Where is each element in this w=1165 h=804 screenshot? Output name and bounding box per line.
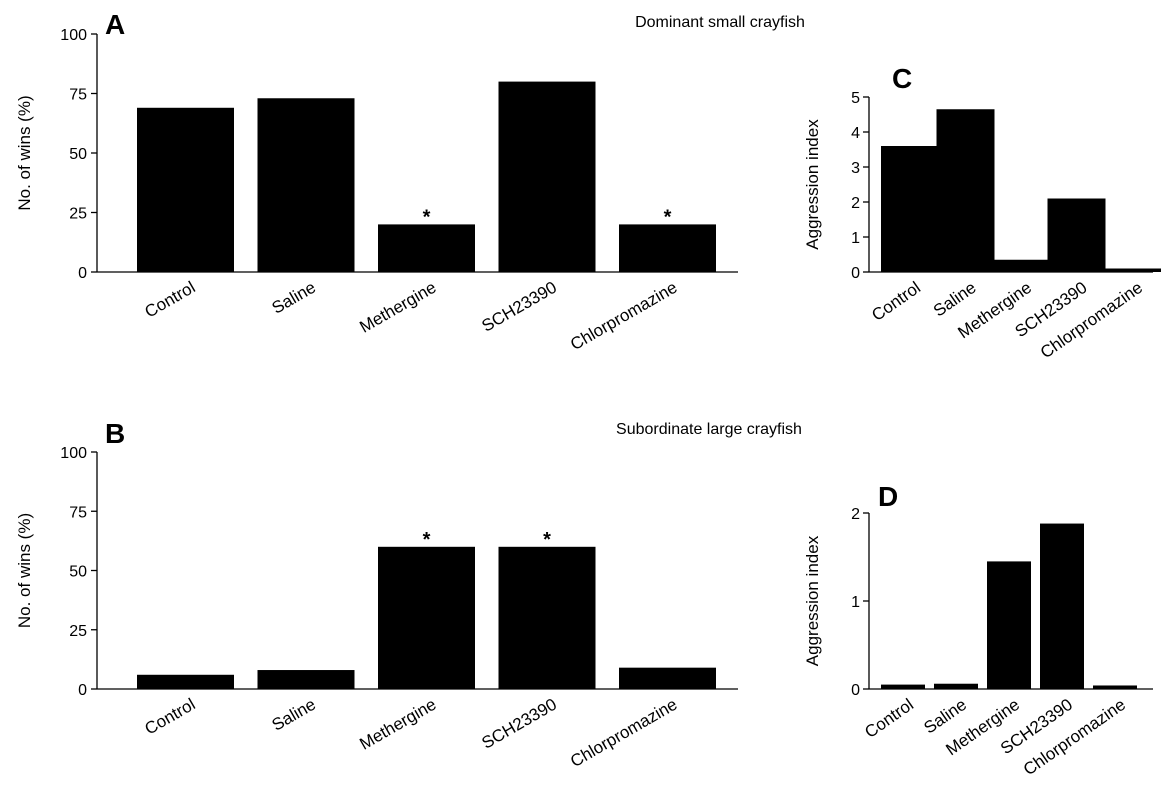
- significance-mark: *: [664, 206, 672, 228]
- y-tick-label: 75: [69, 87, 87, 104]
- y-tick-label: 100: [60, 445, 87, 462]
- bar-saline: [257, 670, 355, 689]
- bar-saline: [257, 98, 355, 272]
- bar-control: [137, 674, 234, 689]
- bar-control: [137, 107, 234, 272]
- bar-sch23390: [498, 546, 596, 689]
- category-label: Methergine: [356, 278, 439, 337]
- bar-saline: [936, 109, 995, 272]
- y-tick-label: 0: [78, 265, 87, 282]
- y-axis-label: No. of wins (%): [15, 513, 34, 628]
- category-label: Control: [142, 278, 199, 322]
- category-label: Saline: [269, 278, 319, 318]
- y-axis-label: No. of wins (%): [15, 95, 34, 210]
- bar-chlorpromazine: [1103, 268, 1161, 272]
- title-subordinate-large-crayfish: Subordinate large crayfish: [616, 421, 802, 438]
- y-tick-label: 5: [851, 90, 860, 107]
- bar-control: [881, 684, 925, 689]
- bar-sch23390: [498, 81, 596, 272]
- category-label: Control: [861, 695, 917, 742]
- bar-control: [881, 146, 939, 272]
- panel-letter: B: [105, 418, 125, 449]
- significance-mark: *: [423, 529, 431, 551]
- y-tick-label: 50: [69, 564, 87, 581]
- panel-letter: D: [878, 481, 898, 512]
- y-tick-label: 25: [69, 623, 87, 640]
- category-label: Chlorpromazine: [1037, 278, 1146, 362]
- y-tick-label: 50: [69, 146, 87, 163]
- bar-methergine: [378, 224, 475, 272]
- bar-chlorpromazine: [619, 667, 716, 689]
- category-label: SCH23390: [478, 695, 560, 753]
- y-axis-label: Aggression index: [803, 119, 822, 250]
- category-label: Saline: [269, 695, 319, 735]
- bar-methergine: [987, 561, 1031, 689]
- category-label: Control: [142, 695, 199, 739]
- y-tick-label: 2: [851, 506, 860, 523]
- title-dominant-small-crayfish: Dominant small crayfish: [635, 14, 805, 31]
- category-label: Chlorpromazine: [567, 695, 680, 771]
- y-tick-label: 4: [851, 125, 860, 142]
- y-tick-label: 25: [69, 206, 87, 223]
- panel-letter: C: [892, 63, 912, 94]
- category-label: Control: [868, 278, 924, 325]
- y-tick-label: 1: [851, 594, 860, 611]
- bar-methergine: [992, 259, 1050, 272]
- panel-a-chart: 0 25 50 75 100 No. of wins (%) A Control Saline *…: [15, 9, 738, 354]
- y-tick-label: 0: [851, 682, 860, 699]
- y-tick-label: 75: [69, 504, 87, 521]
- y-tick-label: 3: [851, 160, 860, 177]
- y-tick-label: 1: [851, 230, 860, 247]
- bar-saline: [934, 683, 978, 689]
- bar-chlorpromazine: [1093, 685, 1137, 689]
- y-tick-label: 100: [60, 27, 87, 44]
- bar-sch23390: [1040, 523, 1084, 689]
- y-tick-label: 0: [851, 265, 860, 282]
- category-label: Chlorpromazine: [567, 278, 680, 354]
- bar-methergine: [378, 546, 475, 689]
- y-axis-label: Aggression index: [803, 535, 822, 666]
- panel-letter: A: [105, 9, 125, 40]
- bar-sch23390: [1047, 198, 1106, 272]
- significance-mark: *: [423, 206, 431, 228]
- y-tick-label: 2: [851, 195, 860, 212]
- panel-b-chart: 0 25 50 75 100 No. of wins (%) B Control Saline *…: [15, 418, 738, 771]
- category-label: Methergine: [356, 695, 439, 754]
- significance-mark: *: [543, 529, 551, 551]
- bar-chlorpromazine: [619, 224, 716, 272]
- y-tick-label: 0: [78, 682, 87, 699]
- category-label: SCH23390: [478, 278, 560, 336]
